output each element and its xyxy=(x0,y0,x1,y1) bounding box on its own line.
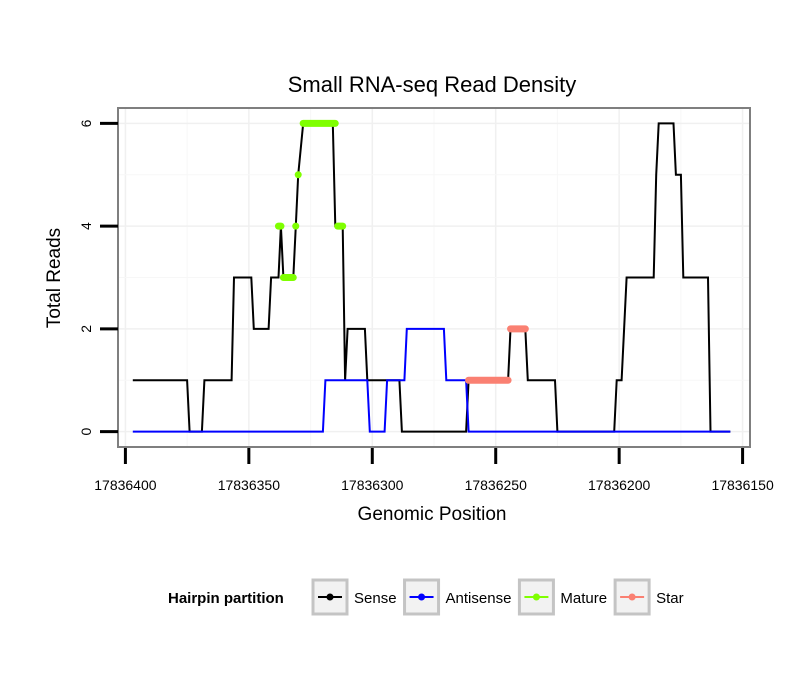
legend-swatch-dot xyxy=(418,593,426,601)
legend-item-antisense: Antisense xyxy=(403,578,512,616)
series-line-antisense xyxy=(132,327,731,433)
y-axis-title: Total Reads xyxy=(44,228,65,328)
y-tick-label: 6 xyxy=(78,119,94,127)
x-tick-label: 17836350 xyxy=(218,477,281,493)
legend-label-antisense: Antisense xyxy=(446,590,512,607)
y-tick-label: 0 xyxy=(78,427,94,435)
legend-item-mature: Mature xyxy=(517,578,607,616)
x-tick-label: 17836250 xyxy=(465,477,528,493)
legend-swatch-dot xyxy=(326,593,334,601)
x-axis-title: Genomic Position xyxy=(358,504,507,525)
axes: 17836400 17836350 17836300 17836250 17836200… xyxy=(78,119,774,493)
x-tick-label: 17836150 xyxy=(711,477,774,493)
x-tick-label: 17836400 xyxy=(94,477,157,493)
x-tick-label: 17836300 xyxy=(341,477,404,493)
series-layer xyxy=(132,119,731,433)
x-tick-label: 17836200 xyxy=(588,477,651,493)
plot-border xyxy=(117,107,751,448)
legend-item-sense: Sense xyxy=(311,578,397,616)
legend-title: Hairpin partition xyxy=(168,590,284,607)
legend-label-star: Star xyxy=(656,590,684,607)
legend-label-mature: Mature xyxy=(560,590,607,607)
y-tick-label: 4 xyxy=(78,222,94,230)
legend-swatch-dot xyxy=(628,593,636,601)
series-mature xyxy=(274,119,347,281)
legend-item-star: Star xyxy=(613,578,684,616)
y-tick-label: 2 xyxy=(78,325,94,333)
legend-label-sense: Sense xyxy=(354,590,397,607)
legend: Hairpin partition Sense Antisense Mature St… xyxy=(168,578,684,616)
legend-swatch-dot xyxy=(532,593,540,601)
chart-title: Small RNA-seq Read Density xyxy=(288,72,577,97)
series-star xyxy=(465,325,529,384)
series-line-sense xyxy=(132,122,731,433)
